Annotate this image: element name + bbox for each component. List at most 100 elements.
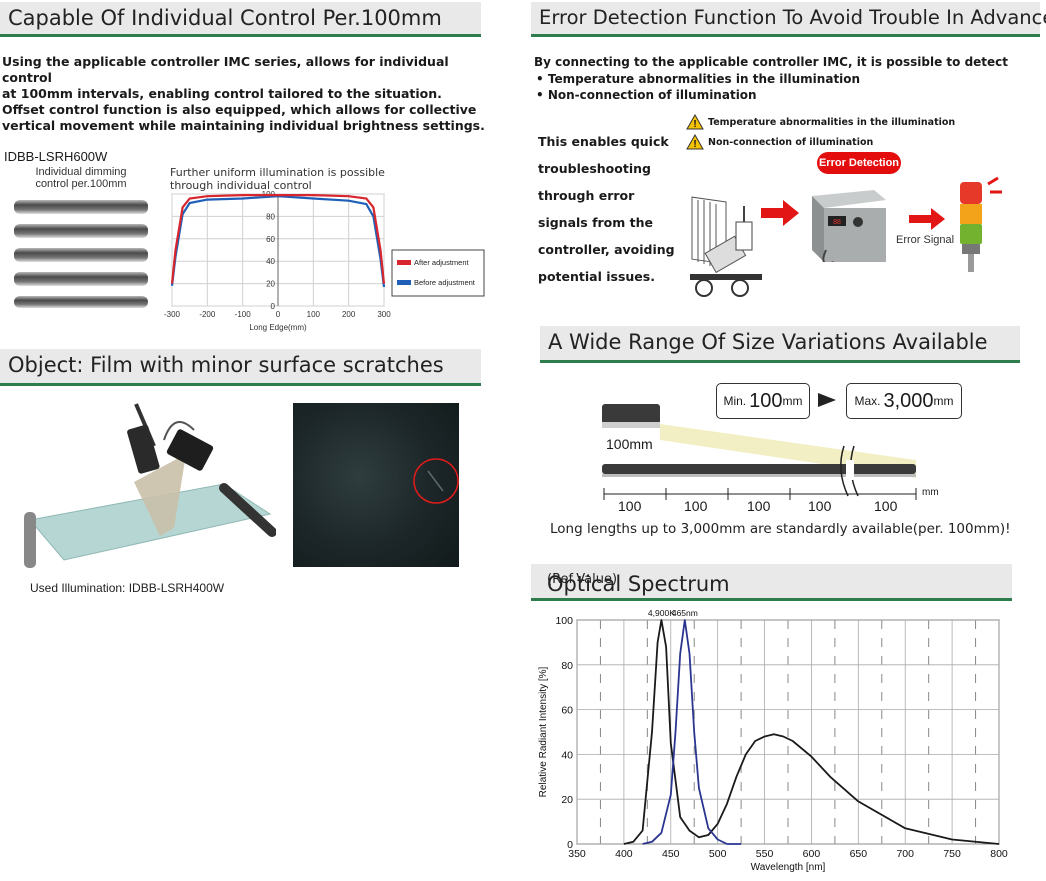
uniform-graph-caption: Further uniform illumination is possible… [170, 166, 385, 192]
min-prefix: Min. [723, 394, 747, 408]
series-line [170, 194, 386, 284]
x-tick-label: -200 [199, 310, 216, 319]
warning-icon: ! [686, 114, 704, 130]
section-title: Capable Of Individual Control Per.100mm [8, 6, 442, 30]
section-header-error-detection: Error Detection Function To Avoid Troubl… [531, 2, 1046, 37]
series-label: 465nm [672, 608, 698, 618]
x-tick-label: 650 [850, 848, 868, 860]
warning-text: Temperature abnormalities in the illumin… [708, 116, 956, 128]
min-size-box: Min. 100 mm [716, 383, 810, 419]
series-label: 4,900K [648, 608, 675, 618]
caption-line: control per.100mm [35, 178, 127, 190]
series-line [623, 619, 1000, 845]
scale-label: 100 [684, 498, 708, 514]
x-tick-label: 200 [342, 310, 356, 319]
model-label: IDBB-LSRH600W [4, 149, 108, 164]
y-tick-label: 0 [567, 839, 573, 851]
x-tick-label: 300 [377, 310, 391, 319]
y-tick-label: 40 [561, 749, 573, 761]
x-tick-label: 600 [803, 848, 821, 860]
x-tick-label: 100 [307, 310, 321, 319]
controller-icon: 88 [812, 190, 886, 265]
arrow-icon [761, 200, 799, 226]
individual-control-paragraph: Using the applicable controller IMC seri… [2, 54, 492, 134]
controller-image: 88 [808, 178, 888, 265]
unit-length-label: 100mm [606, 436, 653, 452]
scale-unit: mm [922, 487, 939, 498]
light-unit-illustration [690, 196, 762, 297]
scale-label: 100 [808, 498, 832, 514]
x-tick-label: 700 [896, 848, 914, 860]
caption-line: through individual control [170, 179, 312, 192]
x-tick-label: 350 [568, 848, 586, 860]
size-caption: Long lengths up to 3,000mm are standardl… [550, 521, 1011, 537]
dimming-caption: Individual dimming control per.100mm [30, 166, 132, 190]
section-header-optical-spectrum: Optical Spectrum (Ref.Value) [531, 564, 1012, 601]
side-line: This enables quick [538, 134, 669, 149]
bullet-temperature: • Temperature abnormalities in the illum… [536, 72, 861, 86]
y-tick-label: 100 [555, 615, 573, 627]
film-inspection-illustration [24, 403, 276, 568]
optical-spectrum-chart: 350 400 450 500 550 600 650 700 750 800 0 20 40 60 80 1… [538, 608, 1008, 873]
x-axis-label: Long Edge(mm) [249, 323, 307, 332]
warning-text: Non-connection of illumination [708, 136, 874, 148]
x-tick-label: -100 [235, 310, 252, 319]
section-title: A Wide Range Of Size Variations Availabl… [548, 330, 988, 354]
svg-text:!: ! [693, 119, 696, 130]
section-title: Error Detection Function To Avoid Troubl… [539, 6, 1046, 29]
y-tick-label: 0 [271, 302, 276, 311]
max-value: 3,000 [883, 389, 934, 412]
error-signal-label: Error Signal [896, 234, 955, 246]
x-tick-label: 750 [943, 848, 961, 860]
warning-row: ! Temperature abnormalities in the illum… [686, 112, 955, 132]
error-detection-badge: Error Detection [817, 152, 901, 174]
warning-list: ! Temperature abnormalities in the illum… [686, 112, 955, 152]
spectrum-title: Optical Spectrum [547, 572, 730, 596]
y-tick-label: 20 [561, 794, 573, 806]
warning-icon: ! [686, 134, 704, 150]
error-detection-intro: By connecting to the applicable controll… [534, 54, 1008, 103]
svg-text:88: 88 [833, 219, 841, 226]
scratch-highlight [413, 458, 459, 504]
x-tick-label: 800 [990, 848, 1008, 860]
side-line: potential issues. [538, 269, 655, 284]
y-tick-label: 20 [266, 280, 275, 289]
side-line: troubleshooting [538, 161, 651, 176]
x-tick-label: 450 [662, 848, 680, 860]
y-tick-label: 60 [266, 235, 275, 244]
side-line: through error [538, 188, 635, 203]
max-size-box: Max. 3,000 mm [846, 383, 962, 419]
legend-swatch [397, 280, 411, 285]
scale-label: 100 [874, 498, 898, 514]
max-prefix: Max. [854, 394, 881, 408]
caption-line: Individual dimming [35, 166, 127, 178]
legend-label: Before adjustment [414, 278, 476, 287]
paragraph-line: Offset control function is also equipped… [2, 102, 477, 117]
y-tick-label: 80 [266, 212, 275, 221]
scale-label: 100 [747, 498, 771, 514]
spectrum-title-suffix: (Ref.Value) [547, 572, 618, 587]
caption-line: Further uniform illumination is possible [170, 166, 385, 179]
x-tick-label: -300 [164, 310, 181, 319]
x-tick-label: 400 [615, 848, 633, 860]
scratch-sample-photo [293, 403, 459, 567]
section-header-individual-control: Capable Of Individual Control Per.100mm [0, 2, 481, 37]
x-tick-label: 550 [756, 848, 774, 860]
x-axis-label: Wavelength [nm] [751, 862, 826, 873]
signal-tower-icon [960, 176, 1002, 272]
section-title: Object: Film with minor surface scratche… [8, 353, 444, 377]
side-line: controller, avoiding [538, 242, 675, 257]
x-tick-label: 0 [276, 310, 281, 319]
bullet-non-connection: • Non-connection of illumination [536, 88, 757, 102]
paragraph-line: Using the applicable controller IMC seri… [2, 54, 449, 85]
size-scale-diagram [602, 404, 917, 500]
error-side-text: This enables quick troubleshooting throu… [538, 128, 675, 290]
y-tick-label: 60 [561, 705, 573, 717]
y-tick-label: 80 [561, 660, 573, 672]
x-tick-label: 500 [709, 848, 727, 860]
paragraph-line: at 100mm intervals, enabling control tai… [2, 86, 442, 101]
section-header-object: Object: Film with minor surface scratche… [0, 349, 481, 386]
y-axis-label: Relative Radiant Intensity [%] [538, 666, 549, 797]
max-unit: mm [933, 394, 954, 408]
